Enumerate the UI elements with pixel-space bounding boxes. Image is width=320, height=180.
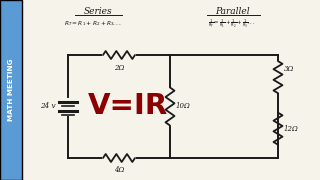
Text: $R_T = R_1 + R_2 + R_3...$: $R_T = R_1 + R_2 + R_3...$ bbox=[64, 20, 122, 28]
Text: $\frac{1}{R_T} = \frac{1}{R_1} + \frac{1}{R_2} + \frac{1}{R_3}...$: $\frac{1}{R_T} = \frac{1}{R_1} + \frac{1… bbox=[208, 18, 256, 30]
Text: 24 v: 24 v bbox=[40, 102, 56, 111]
Text: 4Ω: 4Ω bbox=[114, 166, 124, 174]
Text: 10Ω: 10Ω bbox=[176, 102, 191, 111]
Text: 3Ω: 3Ω bbox=[284, 65, 294, 73]
Text: 12Ω: 12Ω bbox=[284, 125, 299, 133]
Text: 2Ω: 2Ω bbox=[114, 64, 124, 72]
Text: Parallel: Parallel bbox=[215, 6, 249, 15]
Text: V=IR: V=IR bbox=[88, 93, 168, 120]
Text: MATH MEETING: MATH MEETING bbox=[8, 59, 14, 121]
Text: Series: Series bbox=[84, 6, 112, 15]
FancyBboxPatch shape bbox=[0, 0, 22, 180]
